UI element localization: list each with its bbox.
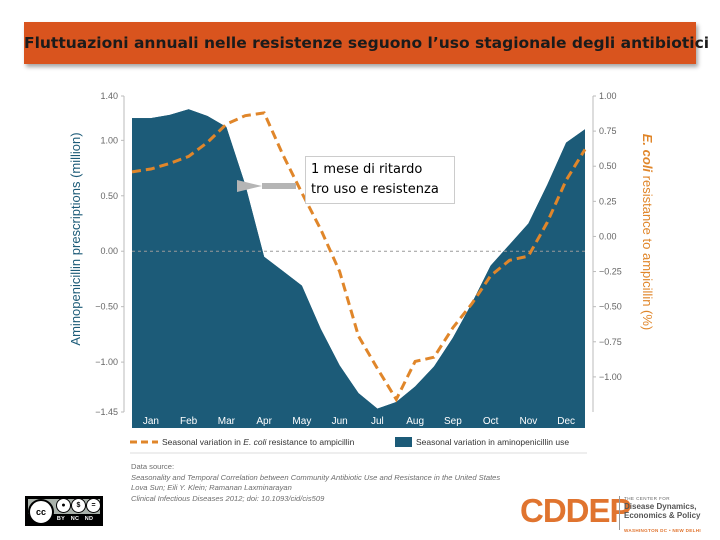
x-tick-label: Sep — [444, 416, 462, 427]
right-tick-label: 0.75 — [599, 126, 617, 136]
x-tick-label: Mar — [218, 416, 236, 427]
source-title: Seasonality and Temporal Correlation bet… — [131, 472, 501, 482]
left-tick-label: 0.00 — [100, 246, 118, 256]
left-tick-label: 0.50 — [100, 191, 118, 201]
noderivatives-icon: = — [86, 498, 101, 513]
annotation-line2: tro uso e resistenza — [311, 182, 439, 197]
creative-commons-badge: cc ● $ = BY NC ND — [25, 496, 103, 526]
noncommercial-icon: $ — [71, 498, 86, 513]
right-tick-label: −0.75 — [599, 337, 622, 347]
left-axis-label: Aminopenicillin prescriptions (million) — [68, 132, 83, 345]
month-band — [132, 412, 585, 428]
cc-icon: cc — [28, 499, 54, 525]
x-tick-label: May — [292, 416, 311, 427]
page-title: Fluttuazioni annuali nelle resistenze se… — [24, 34, 710, 52]
title-bar: Fluttuazioni annuali nelle resistenze se… — [24, 22, 710, 64]
x-tick-label: Jul — [371, 416, 384, 427]
right-tick-label: −1.00 — [599, 372, 622, 382]
lag-arrow-shaft — [262, 183, 296, 189]
x-tick-label: Aug — [406, 416, 424, 427]
x-tick-label: Apr — [256, 416, 272, 427]
logo-locations: WASHINGTON DC • NEW DELHI — [624, 528, 701, 533]
logo-wordmark: CDDEP — [520, 492, 632, 529]
nd-label: ND — [84, 516, 94, 522]
left-tick-label: −0.50 — [95, 302, 118, 312]
lag-arrow-icon — [237, 180, 262, 192]
legend-area-swatch — [395, 437, 412, 447]
annotation-line1: 1 mese di ritardo — [311, 162, 423, 177]
x-tick-label: Jun — [332, 416, 348, 427]
lag-annotation: 1 mese di ritardo tro uso e resistenza — [305, 156, 455, 204]
right-tick-label: 1.00 — [599, 91, 617, 101]
right-tick-label: 0.25 — [599, 196, 617, 206]
right-tick-label: 0.00 — [599, 231, 617, 241]
logo-tagline: THE CENTER FOR — [624, 496, 670, 501]
nc-label: NC — [70, 516, 80, 522]
by-label: BY — [56, 516, 66, 522]
right-tick-label: −0.25 — [599, 267, 622, 277]
left-tick-label: 1.40 — [100, 91, 118, 101]
logo-name: Disease Dynamics, Economics & Policy — [624, 502, 701, 520]
x-tick-label: Feb — [180, 416, 198, 427]
left-tick-label: −1.00 — [95, 357, 118, 367]
source-citation: Clinical Infectious Diseases 2012; doi: … — [131, 493, 325, 503]
data-source: Data source: Seasonality and Temporal Co… — [131, 462, 500, 504]
legend-use-label: Seasonal variation in aminopenicillin us… — [416, 437, 569, 447]
right-tick-label: 0.50 — [599, 161, 617, 171]
source-heading: Data source: — [131, 462, 175, 471]
x-tick-label: Nov — [519, 416, 537, 427]
source-authors: Lova Sun; Eili Y. Klein; Ramanan Laxmina… — [131, 483, 292, 493]
x-tick-label: Oct — [483, 416, 499, 427]
legend-resistance-label: Seasonal variation in E. coli resistance… — [162, 437, 355, 447]
cddep-logo: CDDEP THE CENTER FOR Disease Dynamics, E… — [520, 490, 701, 540]
left-tick-label: −1.45 — [95, 407, 118, 417]
x-tick-label: Jan — [143, 416, 159, 427]
right-axis-label: E. coli resistance to ampicillin (%) — [640, 134, 655, 331]
x-tick-label: Dec — [557, 416, 575, 427]
left-tick-label: 1.00 — [100, 135, 118, 145]
right-tick-label: −0.50 — [599, 302, 622, 312]
resistance-line — [131, 111, 587, 403]
attribution-icon: ● — [56, 498, 71, 513]
